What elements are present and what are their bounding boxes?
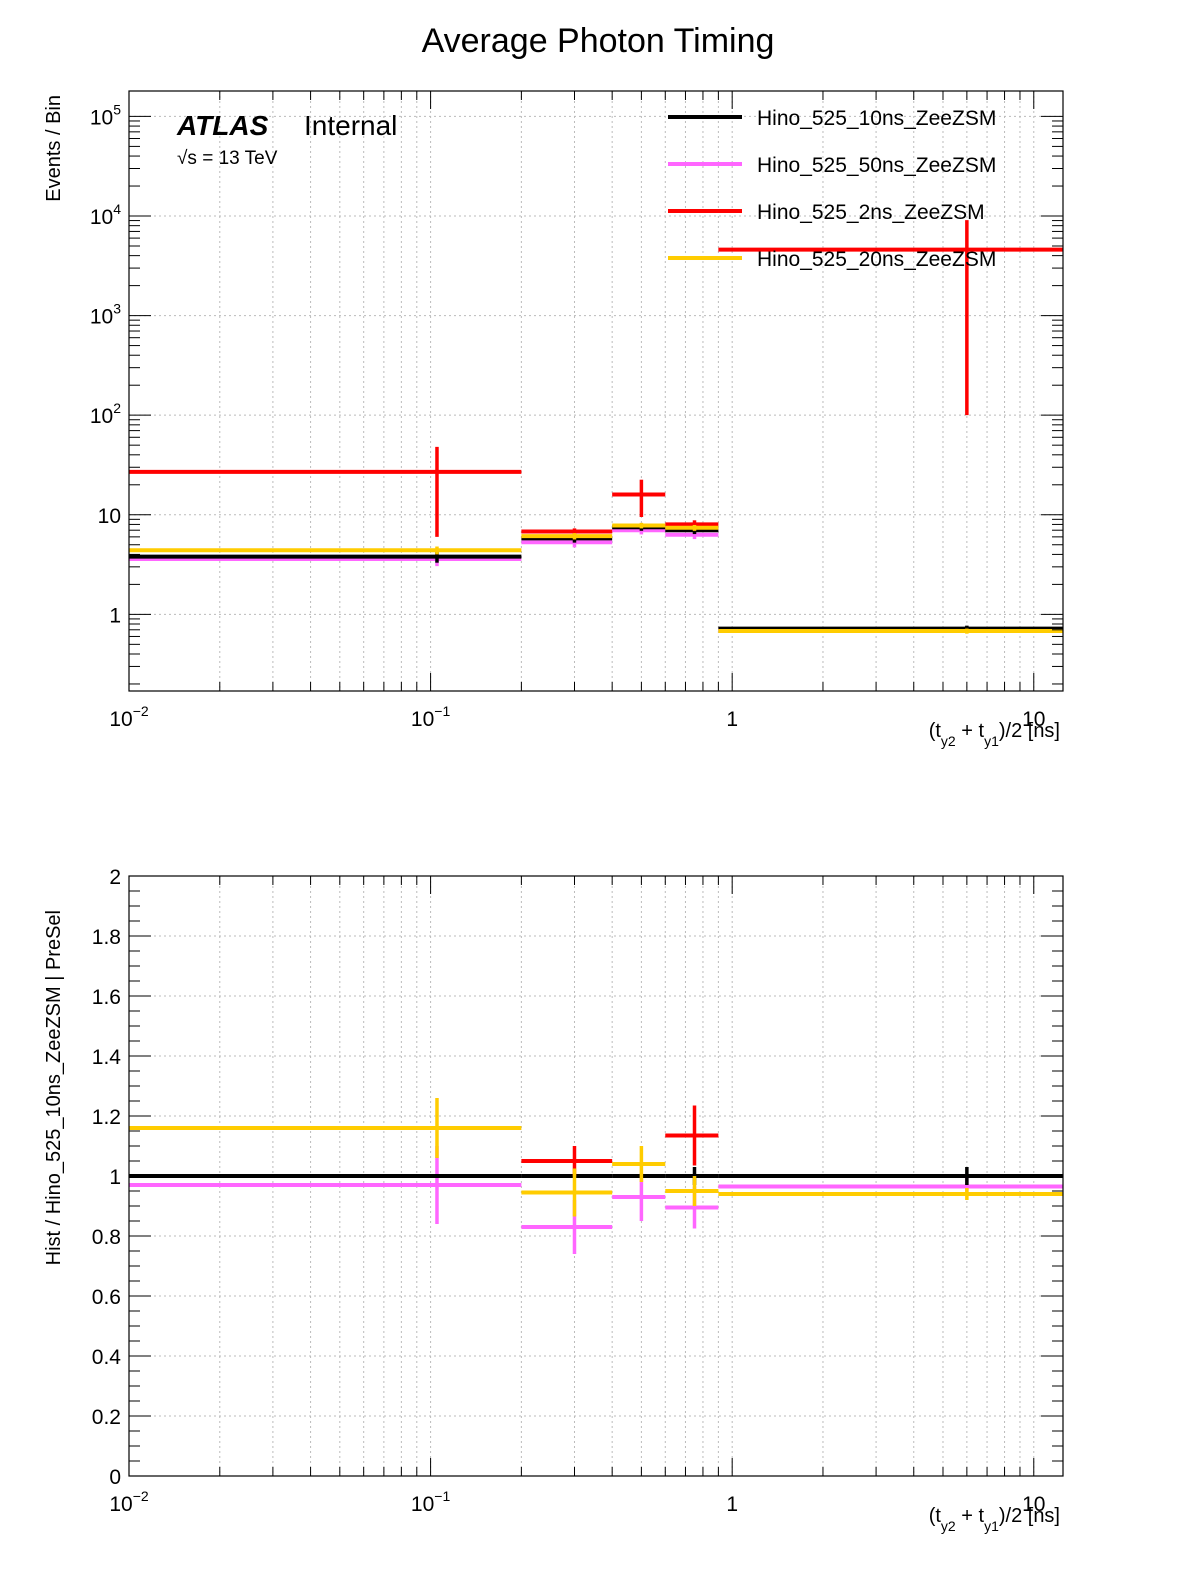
legend: Hino_525_10ns_ZeeZSM Hino_525_50ns_ZeeZSM… bbox=[668, 107, 996, 271]
legend-entry: Hino_525_50ns_ZeeZSM bbox=[757, 154, 996, 177]
x-tick-label: 10 bbox=[1022, 1493, 1045, 1516]
y-tick-label: 1.6 bbox=[92, 986, 121, 1009]
top-plot-frame bbox=[128, 90, 1064, 692]
legend-entry: Hino_525_20ns_ZeeZSM bbox=[757, 248, 996, 271]
y-tick-label: 104 bbox=[90, 201, 121, 229]
x-tick-label: 10−1 bbox=[411, 703, 451, 731]
bottom-ratio-marks bbox=[129, 1098, 1063, 1254]
y-tick-label: 102 bbox=[90, 400, 121, 428]
y-tick-label: 0.4 bbox=[92, 1346, 122, 1369]
x-tick-label: 10−1 bbox=[411, 1488, 451, 1516]
top-histogram-marks bbox=[129, 220, 1063, 634]
top-axis-ticks: 10−2 10−1 1 10 1 10 102 103 104 105 bbox=[90, 91, 1063, 731]
y-tick-label: 1 bbox=[109, 604, 121, 627]
y-tick-label: 1.2 bbox=[92, 1106, 121, 1129]
x-tick-label: 1 bbox=[726, 708, 738, 731]
x-tick-label: 10−2 bbox=[109, 703, 149, 731]
atlas-label: ATLAS bbox=[176, 110, 269, 141]
energy-label: √s = 13 TeV bbox=[177, 148, 278, 169]
y-tick-label: 1.8 bbox=[92, 926, 121, 949]
legend-entry: Hino_525_2ns_ZeeZSM bbox=[757, 201, 985, 224]
y-tick-label: 0.8 bbox=[92, 1226, 121, 1249]
bottom-plot-frame bbox=[128, 875, 1064, 1477]
y-tick-label: 103 bbox=[90, 301, 121, 329]
top-grid bbox=[128, 91, 1063, 691]
y-tick-label: 1 bbox=[109, 1166, 121, 1189]
x-tick-label: 1 bbox=[726, 1493, 738, 1516]
top-x-axis-label: (ty2 + ty1)/2 [ns] bbox=[929, 720, 1060, 749]
bottom-x-axis-label: (ty2 + ty1)/2 [ns] bbox=[929, 1505, 1060, 1534]
y-tick-label: 2 bbox=[109, 866, 121, 889]
top-y-axis-label: Events / Bin bbox=[43, 95, 65, 202]
y-tick-label: 0.2 bbox=[92, 1406, 121, 1429]
legend-entry: Hino_525_10ns_ZeeZSM bbox=[757, 107, 996, 130]
y-tick-label: 1.4 bbox=[92, 1046, 122, 1069]
bottom-axis-ticks: 10−2 10−1 1 10 0 0.2 0.4 0.6 0.8 1 1.2 1.4 1.6 1.8 2 bbox=[92, 866, 1063, 1516]
y-tick-label: 105 bbox=[90, 101, 121, 129]
y-tick-label: 0.6 bbox=[92, 1286, 121, 1309]
y-tick-label: 0 bbox=[109, 1466, 121, 1489]
x-tick-label: 10−2 bbox=[109, 1488, 149, 1516]
atlas-status: Internal bbox=[304, 110, 397, 141]
y-tick-label: 10 bbox=[98, 505, 121, 528]
x-tick-label: 10 bbox=[1022, 708, 1045, 731]
bottom-y-axis-label: Hist / Hino_525_10ns_ZeeZSM | PreSel bbox=[43, 910, 65, 1265]
chart-title: Average Photon Timing bbox=[422, 22, 775, 60]
